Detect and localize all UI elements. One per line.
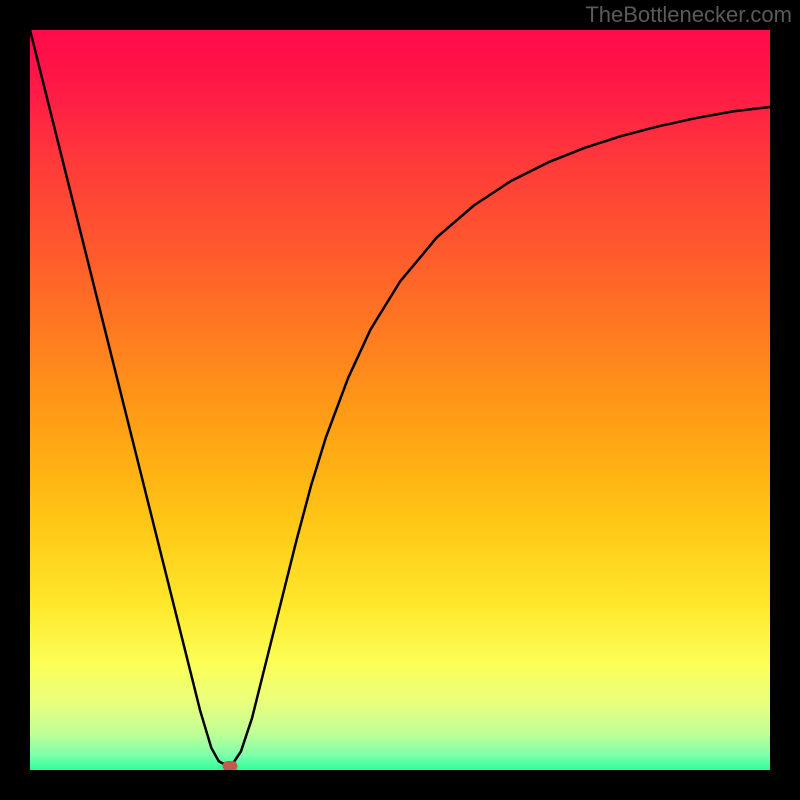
bottleneck-curve — [30, 30, 770, 770]
optimal-point-marker — [222, 761, 237, 770]
source-attribution: TheBottlenecker.com — [585, 2, 792, 28]
chart-container: TheBottlenecker.com — [0, 0, 800, 800]
plot-area — [30, 30, 770, 770]
